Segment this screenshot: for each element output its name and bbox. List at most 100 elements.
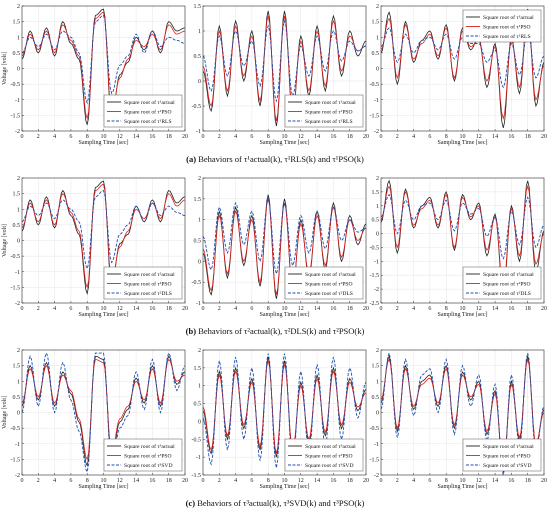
y-tick-label: 0 (198, 79, 201, 85)
y-tick-label: 0.5 (13, 51, 21, 57)
x-tick-label: 12 (117, 134, 123, 140)
x-axis-label: Sampling Time [sec] (78, 312, 128, 318)
x-tick-label: 14 (314, 478, 320, 484)
x-tick-label: 18 (166, 134, 172, 140)
x-tick-label: 20 (363, 134, 369, 140)
series-line (203, 19, 366, 103)
y-tick-label: 0 (376, 411, 379, 417)
x-tick-label: 2 (218, 478, 221, 484)
x-tick-label: 4 (53, 134, 56, 140)
chart-panel: 0 2 4 6 8 10 12 14 16 18 20 -1 -0.5 0 0.5 1 1.5 2 Sampling… (192, 176, 370, 318)
y-tick-label: -1.5 (370, 113, 380, 119)
x-tick-label: 4 (412, 134, 415, 140)
y-tick-label: 2 (17, 4, 20, 10)
y-tick-label: -2 (374, 473, 379, 479)
chart-panel: 0 2 4 6 8 10 12 14 16 18 20 -2 -1.5 -1 -0.5 0 0.5 1 1.5 2 Sa… (370, 4, 548, 146)
x-tick-label: 14 (492, 478, 498, 484)
x-tick-label: 20 (363, 478, 369, 484)
x-tick-label: 2 (37, 306, 40, 312)
x-tick-label: 14 (492, 306, 498, 312)
x-axis-label: Sampling Time [sec] (78, 140, 128, 146)
series-line (22, 351, 185, 474)
y-tick-label: -1.5 (11, 285, 21, 291)
x-tick-label: 20 (541, 306, 547, 312)
y-tick-label: -1 (15, 98, 20, 104)
x-tick-label: 14 (314, 134, 320, 140)
x-tick-label: 18 (525, 478, 531, 484)
chart-panel: 0 2 4 6 8 10 12 14 16 18 20 -2.5 -2 -1.5 -1 -0.5 0 0.5 1 1.… (370, 176, 548, 318)
x-tick-label: 12 (476, 306, 482, 312)
x-axis-label: Sampling Time [sec] (259, 140, 309, 146)
x-tick-label: 8 (445, 134, 448, 140)
x-tick-label: 16 (149, 306, 155, 312)
x-tick-label: 10 (101, 306, 107, 312)
x-tick-label: 2 (396, 478, 399, 484)
x-tick-label: 8 (445, 478, 448, 484)
legend-box (103, 94, 183, 128)
x-tick-label: 10 (460, 134, 466, 140)
x-tick-label: 18 (347, 134, 353, 140)
y-tick-label: 2 (198, 176, 201, 182)
y-tick-label: 2 (376, 4, 379, 10)
legend-label: Square root of τ¹RLS (124, 118, 172, 125)
x-tick-label: 8 (267, 134, 270, 140)
x-tick-label: 4 (412, 478, 415, 484)
x-tick-label: 12 (476, 134, 482, 140)
chart-panel: 0 2 4 6 8 10 12 14 16 18 20 -2 -1.5 -1 -0.5 0 0.5 1 1.5 2 Sa… (370, 348, 548, 490)
x-tick-label: 14 (314, 306, 320, 312)
y-tick-label: 0 (198, 419, 201, 425)
legend: Square root of τ²actual Square root of τ²… (462, 266, 542, 300)
series-line (381, 193, 544, 260)
legend-label: Square root of τ¹actual (124, 99, 175, 106)
legend-label: Square root of τ²PSO (124, 281, 172, 288)
x-tick-label: 10 (460, 306, 466, 312)
y-tick-label: 0.5 (372, 218, 380, 224)
y-tick-label: 2 (376, 348, 379, 354)
x-tick-label: 16 (330, 134, 336, 140)
chart-panel: 0 2 4 6 8 10 12 14 16 18 20 -2 -1.5 -1 -0.5 0 0.5 1 1.5 2 Sa… (2, 348, 188, 490)
series-line (381, 27, 544, 89)
y-tick-label: 1 (17, 35, 20, 41)
y-axis-label: Voltage [volt] (2, 52, 8, 85)
x-tick-label: 12 (298, 134, 304, 140)
x-tick-label: 8 (445, 306, 448, 312)
y-tick-label: 0.5 (194, 402, 202, 408)
series-line (22, 11, 185, 121)
x-axis-label: Sampling Time [sec] (437, 312, 487, 318)
x-tick-label: 18 (525, 306, 531, 312)
x-tick-label: 0 (202, 134, 205, 140)
x-tick-label: 14 (492, 134, 498, 140)
y-tick-label: 1 (376, 379, 379, 385)
legend-box (284, 94, 364, 128)
y-tick-label: -0.5 (192, 280, 202, 286)
x-tick-label: 0 (202, 478, 205, 484)
x-tick-label: 18 (347, 478, 353, 484)
y-tick-label: -0.5 (370, 82, 380, 88)
y-tick-label: -1 (15, 270, 20, 276)
y-tick-label: 2 (376, 176, 379, 182)
legend-label: Square root of τ¹actual (483, 14, 534, 21)
x-tick-label: 8 (267, 306, 270, 312)
x-tick-label: 14 (133, 306, 139, 312)
y-tick-label: 1 (198, 218, 201, 224)
legend-label: Square root of τ³SVD (124, 462, 173, 469)
x-tick-label: 8 (86, 134, 89, 140)
y-tick-label: -1 (196, 129, 201, 135)
legend-box (284, 438, 364, 472)
x-tick-label: 4 (234, 478, 237, 484)
legend-label: Square root of τ¹PSO (124, 109, 172, 116)
y-tick-label: -1 (196, 455, 201, 461)
x-tick-label: 20 (182, 478, 188, 484)
legend: Square root of τ²actual Square root of τ²… (284, 266, 364, 300)
legend-box (462, 438, 542, 472)
y-tick-label: -1 (374, 442, 379, 448)
x-tick-label: 20 (182, 134, 188, 140)
series-line (381, 184, 544, 288)
chart-panel: 0 2 4 6 8 10 12 14 16 18 20 -2 -1.5 -1 -0.5 0 0.5 1 1.5 2 Sa… (2, 4, 188, 146)
y-tick-label: -0.5 (192, 437, 202, 443)
chart-panel: 0 2 4 6 8 10 12 14 16 18 20 -1.5 -1 -0.5 0 0.5 1 1.5 2 Samp… (192, 348, 370, 490)
legend-label: Square root of τ³actual (305, 443, 356, 450)
x-tick-label: 20 (363, 306, 369, 312)
y-axis-label: Voltage [volt] (2, 224, 8, 257)
